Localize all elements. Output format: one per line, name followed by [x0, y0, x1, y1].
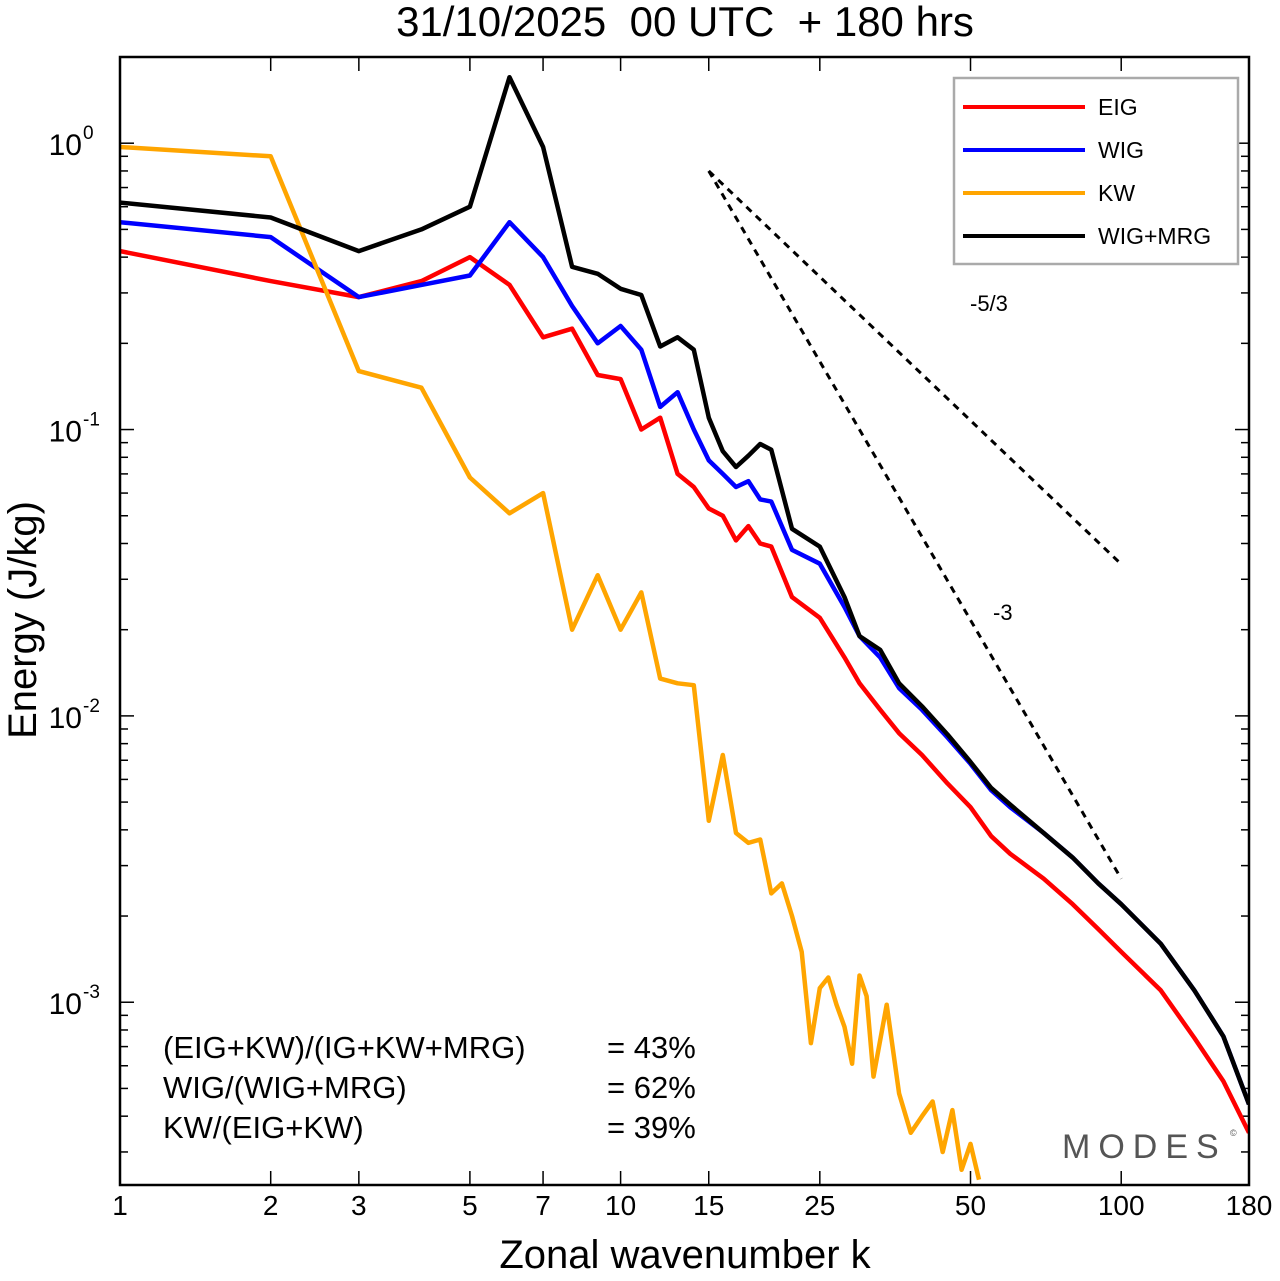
x-tick-label: 15 [693, 1190, 724, 1221]
chart-title: 31/10/2025 00 UTC + 180 hrs [396, 0, 974, 45]
svg-text:-1: -1 [83, 410, 100, 431]
x-axis-label: Zonal wavenumber k [499, 1233, 871, 1277]
annotation-label: WIG/(WIG+MRG) [163, 1070, 407, 1105]
copyright-mark: © [1230, 1128, 1237, 1138]
modes-watermark: MODES [1062, 1128, 1227, 1166]
x-tick-labels: 1 2 3 5 7 10 15 25 50 100 180 [112, 1190, 1272, 1221]
x-tick-label: 3 [351, 1190, 367, 1221]
y-axis-label: Energy (J/kg) [1, 501, 45, 739]
y-tick-label: 10 -1 [49, 410, 100, 449]
svg-text:10: 10 [49, 702, 82, 735]
plot-frame [118, 55, 1251, 1187]
reference-line [707, 169, 1123, 566]
legend-label: WIG [1098, 137, 1144, 163]
x-tick-label: 10 [605, 1190, 636, 1221]
series-line-kw [120, 144, 982, 1181]
series-layer [120, 74, 1249, 1181]
annotation-value: = 39% [607, 1110, 696, 1145]
reference-line-label: -5/3 [970, 291, 1008, 316]
svg-text:-2: -2 [83, 696, 100, 717]
svg-text:10: 10 [49, 129, 82, 162]
series-line-eig [120, 248, 1249, 1134]
series-line-wig-mrg [120, 74, 1249, 1106]
x-tick-label: 5 [462, 1190, 478, 1221]
reference-line-label: -3 [993, 600, 1013, 625]
legend: EIG WIG KW WIG+MRG [952, 76, 1240, 266]
x-tick-label: 180 [1226, 1190, 1273, 1221]
annotation-value: = 43% [607, 1030, 696, 1065]
svg-text:10: 10 [49, 416, 82, 449]
svg-text:0: 0 [83, 123, 94, 144]
annotation-label: KW/(EIG+KW) [163, 1110, 364, 1145]
reference-lines: -5/3 -3 [707, 169, 1123, 880]
legend-label: KW [1098, 180, 1135, 206]
svg-text:-3: -3 [83, 982, 100, 1003]
series-line-wig [120, 219, 1249, 1106]
ratio-annotations: (EIG+KW)/(IG+KW+MRG) = 43% WIG/(WIG+MRG) = … [163, 1030, 696, 1145]
x-tick-label: 1 [112, 1190, 128, 1221]
axis-ticks [119, 56, 1250, 1185]
legend-label: EIG [1098, 94, 1138, 120]
x-tick-label: 2 [263, 1190, 279, 1221]
x-tick-label: 25 [804, 1190, 835, 1221]
x-tick-label: 7 [535, 1190, 551, 1221]
y-tick-label: 10 -3 [49, 982, 100, 1021]
reference-line [707, 170, 1123, 880]
y-tick-label: 10 -2 [49, 696, 100, 735]
y-tick-label: 10 0 [49, 123, 94, 162]
svg-text:10: 10 [49, 988, 82, 1021]
annotation-label: (EIG+KW)/(IG+KW+MRG) [163, 1030, 526, 1065]
x-tick-label: 100 [1098, 1190, 1145, 1221]
annotation-value: = 62% [607, 1070, 696, 1105]
legend-label: WIG+MRG [1098, 223, 1211, 249]
x-tick-label: 50 [955, 1190, 986, 1221]
